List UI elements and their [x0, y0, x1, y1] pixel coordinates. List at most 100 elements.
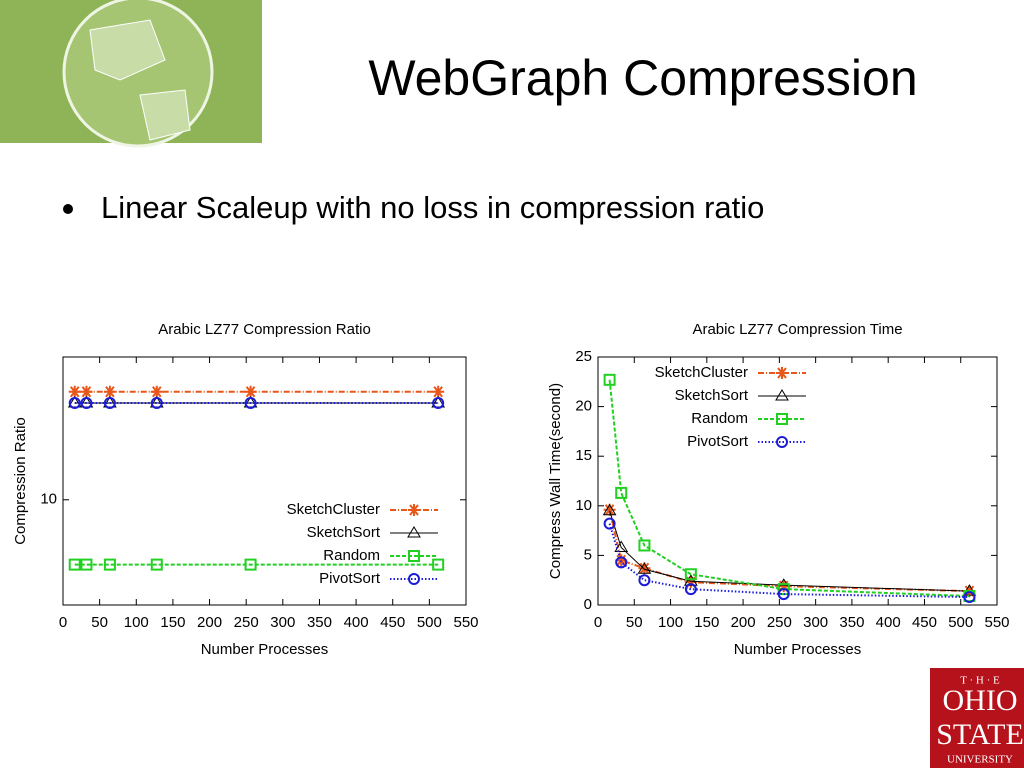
- marker: [408, 573, 420, 585]
- y-tick-label: 0: [584, 596, 592, 613]
- marker: [614, 540, 629, 552]
- x-tick-label: 0: [59, 614, 67, 631]
- legend-label: SketchSort: [307, 524, 381, 541]
- x-tick-label: 450: [380, 614, 405, 631]
- x-tick-label: 100: [124, 614, 149, 631]
- x-tick-label: 300: [803, 614, 828, 631]
- marker: [243, 395, 258, 408]
- chart-title: Arabic LZ77 Compression Time: [692, 321, 902, 338]
- marker: [149, 395, 164, 408]
- marker: [603, 373, 616, 386]
- marker: [244, 385, 257, 398]
- x-tick-label: 300: [270, 614, 295, 631]
- y-tick-label: 10: [575, 497, 592, 514]
- marker: [68, 558, 81, 571]
- x-tick-label: 250: [234, 614, 259, 631]
- marker: [103, 558, 116, 571]
- series-line: [608, 509, 970, 593]
- y-tick-label: 5: [584, 546, 592, 563]
- marker: [615, 554, 628, 567]
- marker: [638, 574, 651, 587]
- marker: [603, 503, 616, 516]
- marker: [408, 550, 420, 562]
- x-tick-label: 200: [197, 614, 222, 631]
- legend-label: Random: [691, 410, 748, 427]
- marker: [776, 413, 788, 425]
- legend-label: PivotSort: [319, 570, 381, 587]
- legend-label: PivotSort: [687, 433, 749, 450]
- logo: [930, 668, 1024, 768]
- marker: [684, 583, 697, 596]
- marker: [150, 558, 163, 571]
- marker: [244, 558, 257, 571]
- marker: [244, 396, 257, 409]
- logo-text: UNIVERSITY: [947, 754, 1013, 766]
- x-tick-label: 400: [344, 614, 369, 631]
- marker: [150, 396, 163, 409]
- marker: [776, 367, 788, 379]
- x-tick-label: 0: [594, 614, 602, 631]
- legend-label: SketchSort: [675, 387, 749, 404]
- x-tick-label: 350: [307, 614, 332, 631]
- y-tick-label: 25: [575, 348, 592, 365]
- x-tick-label: 200: [731, 614, 756, 631]
- x-tick-label: 100: [658, 614, 683, 631]
- marker: [432, 558, 445, 571]
- marker: [150, 385, 163, 398]
- marker: [638, 562, 651, 575]
- series-line: [609, 510, 970, 592]
- marker: [684, 568, 697, 581]
- marker: [776, 436, 788, 448]
- marker: [637, 562, 652, 574]
- marker: [777, 580, 790, 593]
- marker: [602, 503, 617, 516]
- marker: [80, 558, 93, 571]
- marker: [431, 395, 446, 408]
- marker: [777, 588, 790, 601]
- x-tick-label: 250: [767, 614, 792, 631]
- y-tick-label: 20: [575, 398, 592, 415]
- marker: [603, 517, 616, 530]
- globe-land: [89, 19, 191, 141]
- marker: [103, 396, 116, 409]
- x-tick-label: 150: [160, 614, 185, 631]
- marker: [432, 385, 445, 398]
- marker: [963, 591, 976, 604]
- plot-frame: [62, 356, 467, 606]
- x-tick-label: 500: [948, 614, 973, 631]
- marker: [777, 583, 790, 596]
- legend-label: SketchCluster: [287, 501, 380, 518]
- x-tick-label: 150: [694, 614, 719, 631]
- legend-label: SketchCluster: [655, 364, 748, 381]
- legend-label: Random: [323, 547, 380, 564]
- x-tick-label: 550: [453, 614, 478, 631]
- x-axis-label: Number Processes: [734, 641, 862, 658]
- marker: [103, 385, 116, 398]
- logo-text: OHIO: [943, 684, 1018, 717]
- series-line: [608, 379, 970, 598]
- x-tick-label: 350: [839, 614, 864, 631]
- bullet-dot: [63, 204, 73, 214]
- marker: [407, 526, 421, 538]
- logo-text: T · H · E: [960, 675, 1000, 687]
- marker: [775, 389, 789, 401]
- chart-title: Arabic LZ77 Compression Ratio: [158, 321, 371, 338]
- y-axis-label: Compress Wall Time(second): [547, 383, 564, 579]
- marker: [79, 395, 94, 408]
- marker: [68, 385, 81, 398]
- marker: [80, 385, 93, 398]
- logo-text: STATE: [936, 718, 1024, 751]
- x-tick-label: 500: [417, 614, 442, 631]
- x-tick-label: 450: [912, 614, 937, 631]
- marker: [638, 539, 651, 552]
- x-axis-label: Number Processes: [201, 641, 329, 658]
- marker: [432, 396, 445, 409]
- y-tick-label: 10: [40, 491, 57, 508]
- plot-frame: [597, 356, 998, 606]
- marker: [67, 395, 82, 408]
- marker: [408, 504, 420, 516]
- y-tick-label: 15: [575, 447, 592, 464]
- x-tick-label: 400: [876, 614, 901, 631]
